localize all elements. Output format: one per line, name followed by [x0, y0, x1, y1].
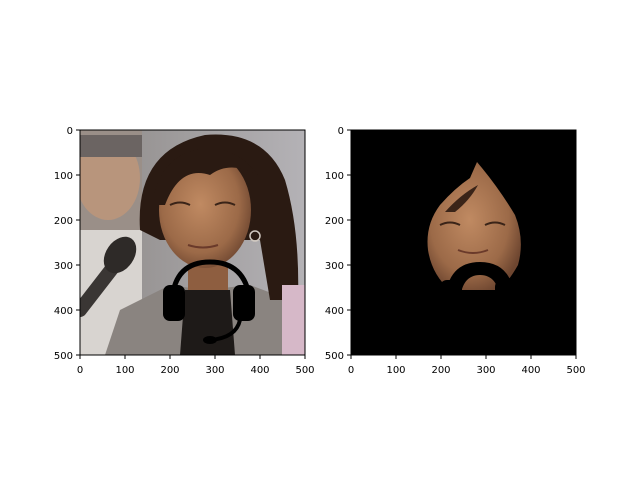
axis-ticks-left: 0 100 200 300 400 500 0 100 200 300 400 500: [54, 126, 315, 376]
y-tick-label: 300: [325, 261, 344, 272]
y-tick-label: 200: [54, 216, 73, 227]
masked-image: [351, 130, 576, 355]
x-tick-label: 100: [115, 365, 134, 376]
photo-image: [80, 130, 305, 355]
x-tick-label: 300: [476, 365, 495, 376]
y-tick-label: 400: [325, 306, 344, 317]
image-panel-left: 0 100 200 300 400 500 0 100 200 300 400 500: [54, 126, 315, 376]
x-tick-label: 400: [250, 365, 269, 376]
x-tick-label: 200: [160, 365, 179, 376]
axis-ticks-right: 0 100 200 300 400 500 0 100 200 300 400 500: [325, 126, 586, 376]
y-tick-label: 400: [54, 306, 73, 317]
x-tick-label: 200: [431, 365, 450, 376]
headset-overlay: [163, 259, 255, 344]
y-tick-label: 0: [338, 126, 344, 137]
axes-frame-right: [350, 129, 577, 356]
x-tick-label: 500: [566, 365, 585, 376]
y-tick-label: 100: [54, 171, 73, 182]
axes-frame-left: [79, 129, 306, 356]
x-tick-label: 500: [295, 365, 314, 376]
x-tick-label: 0: [348, 365, 354, 376]
x-tick-label: 300: [205, 365, 224, 376]
x-tick-label: 400: [521, 365, 540, 376]
y-tick-label: 500: [325, 351, 344, 362]
image-panel-right: 0 100 200 300 400 500 0 100 200 300 400 500: [325, 126, 586, 376]
y-tick-label: 500: [54, 351, 73, 362]
y-tick-label: 300: [54, 261, 73, 272]
y-tick-label: 0: [67, 126, 73, 137]
y-tick-label: 100: [325, 171, 344, 182]
x-tick-label: 100: [386, 365, 405, 376]
x-tick-label: 0: [77, 365, 83, 376]
y-tick-label: 200: [325, 216, 344, 227]
